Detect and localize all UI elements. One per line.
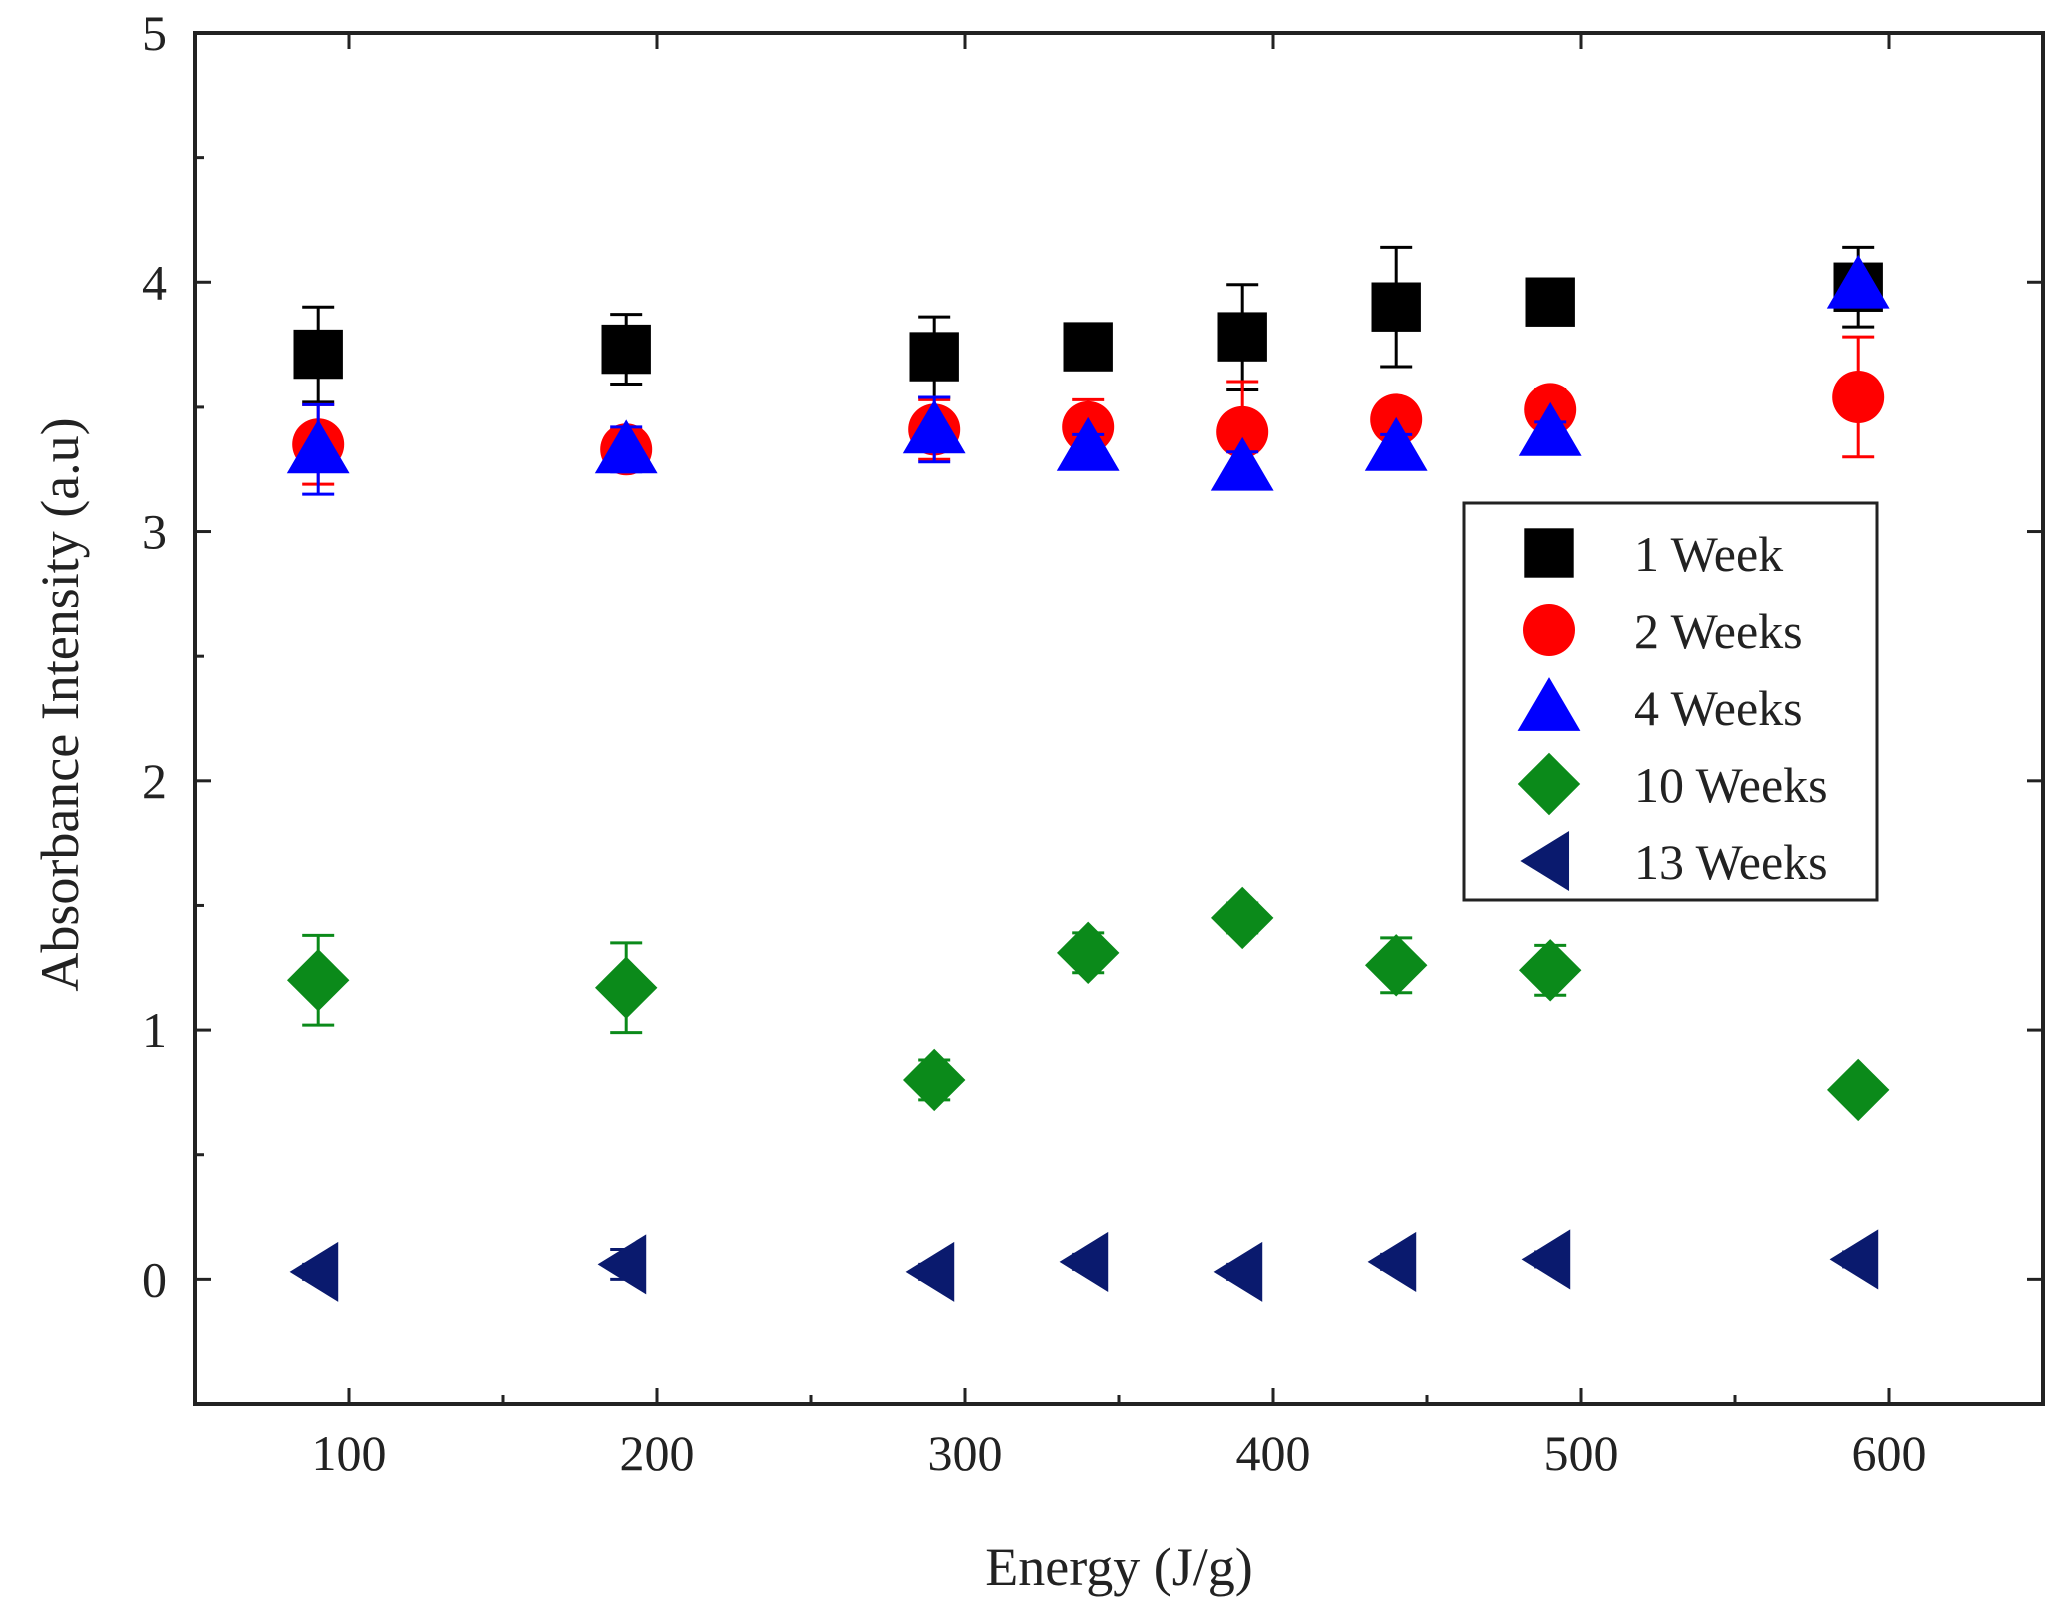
data-point xyxy=(594,419,658,474)
legend-marker xyxy=(1517,752,1581,816)
legend-item: 1 Week xyxy=(1524,526,1783,582)
data-point xyxy=(286,419,350,474)
data-point xyxy=(1213,1241,1263,1302)
legend-item: 10 Weeks xyxy=(1517,752,1828,816)
data-point xyxy=(1518,401,1582,456)
legend-item: 2 Weeks xyxy=(1523,603,1803,659)
y-axis: 0 1 2 3 4 5 xyxy=(142,5,2043,1307)
data-point xyxy=(1829,1229,1879,1290)
data-point xyxy=(1210,436,1274,491)
legend-label: 4 Weeks xyxy=(1634,680,1803,736)
data-point xyxy=(1056,416,1120,471)
legend: 1 Week 2 Weeks 4 Weeks 10 Weeks 13 Weeks xyxy=(1462,501,1879,902)
x-axis: 100 200 300 400 500 600 xyxy=(312,33,1927,1481)
y-tick-label: 0 xyxy=(142,1251,167,1307)
legend-label: 1 Week xyxy=(1634,526,1783,582)
y-tick-label: 3 xyxy=(142,504,167,560)
legend-item: 13 Weeks xyxy=(1520,830,1828,892)
data-point xyxy=(1525,277,1575,327)
data-point xyxy=(595,956,658,1019)
data-point xyxy=(1521,1229,1571,1290)
series-13-weeks xyxy=(289,1229,1879,1302)
data-point xyxy=(1211,886,1274,950)
series-4-weeks xyxy=(286,254,1890,496)
data-point xyxy=(1826,254,1890,309)
data-point xyxy=(287,949,350,1012)
x-tick-label: 400 xyxy=(1236,1425,1311,1481)
x-tick-label: 200 xyxy=(620,1425,695,1481)
legend-marker xyxy=(1520,830,1570,892)
x-tick-label: 300 xyxy=(928,1425,1003,1481)
data-point xyxy=(903,1048,966,1112)
y-tick-label: 5 xyxy=(142,5,167,61)
legend-label: 10 Weeks xyxy=(1634,757,1828,813)
data-layer xyxy=(286,245,1890,1302)
data-point xyxy=(597,1234,647,1295)
x-axis-title: Energy (J/g) xyxy=(985,1537,1252,1597)
data-point xyxy=(1057,921,1120,985)
y-tick-label: 1 xyxy=(142,1002,167,1058)
y-tick-label: 4 xyxy=(142,254,167,310)
y-tick-label: 2 xyxy=(142,753,167,809)
x-tick-label: 100 xyxy=(312,1425,387,1481)
legend-label: 13 Weeks xyxy=(1634,834,1828,890)
x-tick-label: 600 xyxy=(1852,1425,1927,1481)
data-point xyxy=(1059,1231,1109,1292)
data-point xyxy=(1365,934,1428,997)
data-point xyxy=(1519,939,1582,1002)
data-point xyxy=(1827,1058,1890,1122)
legend-marker xyxy=(1524,528,1574,578)
legend-item: 4 Weeks xyxy=(1517,677,1803,736)
legend-marker xyxy=(1517,677,1581,731)
data-point xyxy=(1063,322,1113,372)
data-point xyxy=(1217,312,1267,362)
x-tick-label: 500 xyxy=(1544,1425,1619,1481)
data-point xyxy=(601,324,651,375)
data-point xyxy=(902,399,966,454)
data-point xyxy=(289,1241,339,1302)
y-axis-title: Absorbance Intensity (a.u) xyxy=(30,417,90,991)
data-point xyxy=(1367,1231,1417,1292)
data-point xyxy=(905,1241,955,1302)
data-point xyxy=(909,332,959,382)
legend-label: 2 Weeks xyxy=(1634,603,1803,659)
data-point xyxy=(1371,282,1421,332)
data-point xyxy=(1832,370,1885,423)
series-10-weeks xyxy=(287,886,1890,1122)
legend-marker xyxy=(1523,604,1575,656)
data-point xyxy=(293,329,343,380)
data-point xyxy=(1216,405,1269,458)
data-point xyxy=(1364,416,1428,471)
